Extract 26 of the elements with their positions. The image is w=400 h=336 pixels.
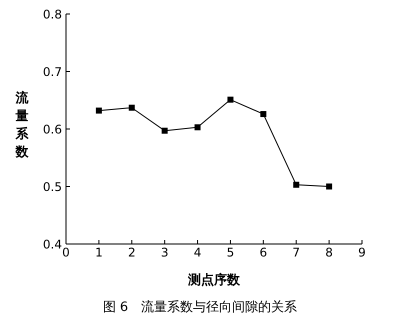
point <box>260 111 266 118</box>
x-tick-label: 8 <box>325 246 333 260</box>
y-tick-label: 0.4 <box>42 237 62 252</box>
point <box>194 124 201 130</box>
point <box>96 108 102 114</box>
y-tick-label: 0.7 <box>42 64 62 79</box>
y-tick-label: 0.5 <box>42 180 62 194</box>
y-tick-label: 0.8 <box>42 7 62 22</box>
x-tick-label: 6 <box>260 246 268 260</box>
x-tick-label: 7 <box>292 246 300 260</box>
x-tick-label: 2 <box>128 246 136 260</box>
point <box>293 182 300 188</box>
point <box>162 128 168 134</box>
point <box>128 104 135 111</box>
x-tick-label: 5 <box>226 246 234 260</box>
x-tick-label: 1 <box>95 246 103 260</box>
x-tick-label: 3 <box>160 246 168 260</box>
x-tick-label: 9 <box>358 246 366 260</box>
x-tick-label: 0 <box>62 246 70 260</box>
y-axis-title: 流量系数 <box>14 90 30 160</box>
point <box>326 184 332 190</box>
y-tick-label: 0.6 <box>42 122 62 136</box>
caption: 图 6 流量系数与径向间隙的关系 <box>102 299 298 316</box>
point <box>227 96 234 103</box>
x-axis-title: 测点序数 <box>187 272 241 288</box>
x-tick-label: 4 <box>194 246 202 260</box>
